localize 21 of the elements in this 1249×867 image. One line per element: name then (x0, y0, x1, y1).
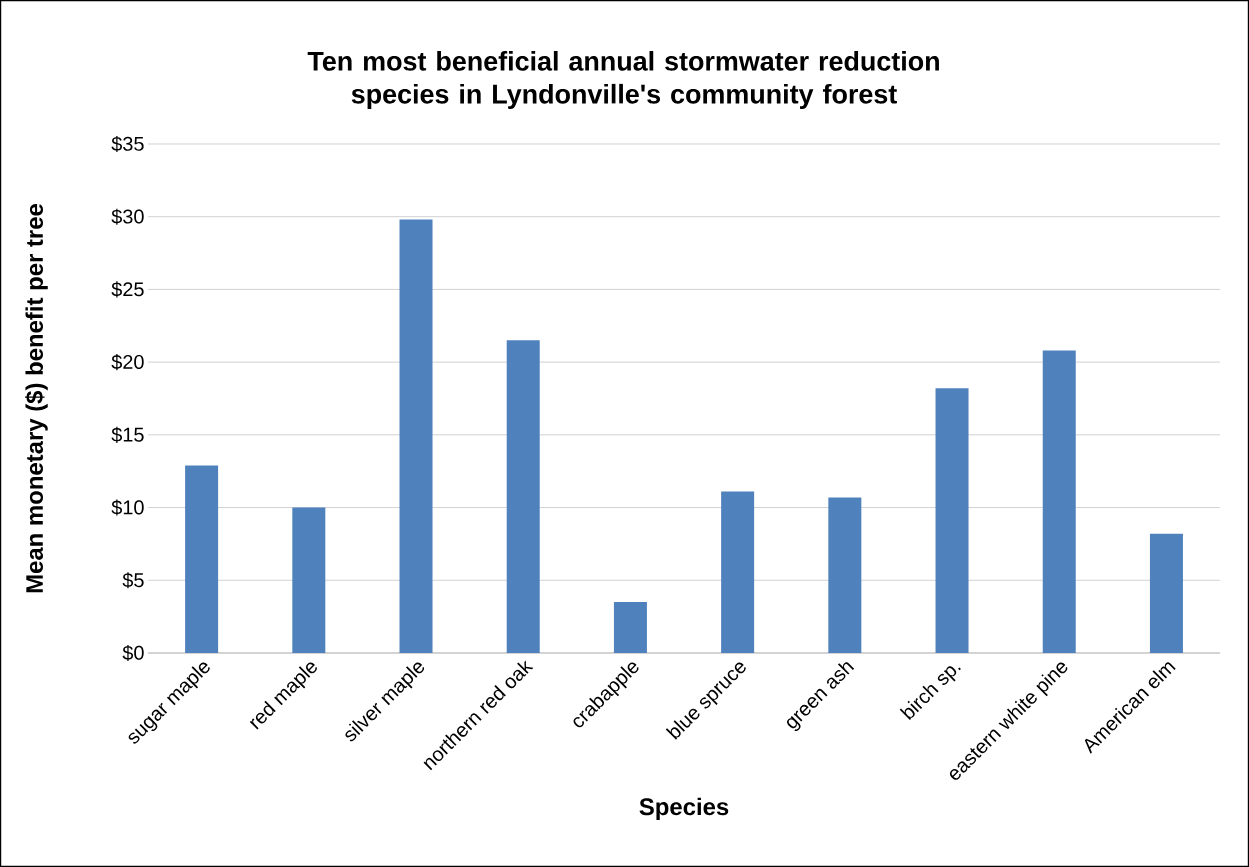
y-tick-label: $25 (111, 281, 144, 298)
y-tick-label: $30 (111, 208, 144, 225)
y-tick-label: $35 (111, 135, 144, 153)
y-axis-title: Mean monetary ($) benefit per tree (25, 204, 48, 593)
bar (292, 507, 326, 653)
y-tick-label: $5 (122, 572, 144, 589)
bar (399, 219, 433, 653)
bar (935, 388, 969, 653)
y-tick-label: $0 (122, 644, 144, 662)
bar (721, 491, 755, 653)
y-tick-label: $10 (111, 499, 144, 516)
bar (185, 465, 219, 653)
bar (613, 602, 647, 653)
bar (1042, 350, 1076, 653)
chart-title: Ten most beneficial annual stormwater reduction species in Lyndonville's community forest (307, 51, 939, 109)
bar (506, 340, 540, 653)
y-tick-label: $20 (111, 354, 144, 371)
y-tick-label: $15 (111, 426, 144, 443)
x-axis-title: Species (639, 797, 729, 820)
bar (828, 497, 862, 653)
bar (1149, 533, 1183, 653)
